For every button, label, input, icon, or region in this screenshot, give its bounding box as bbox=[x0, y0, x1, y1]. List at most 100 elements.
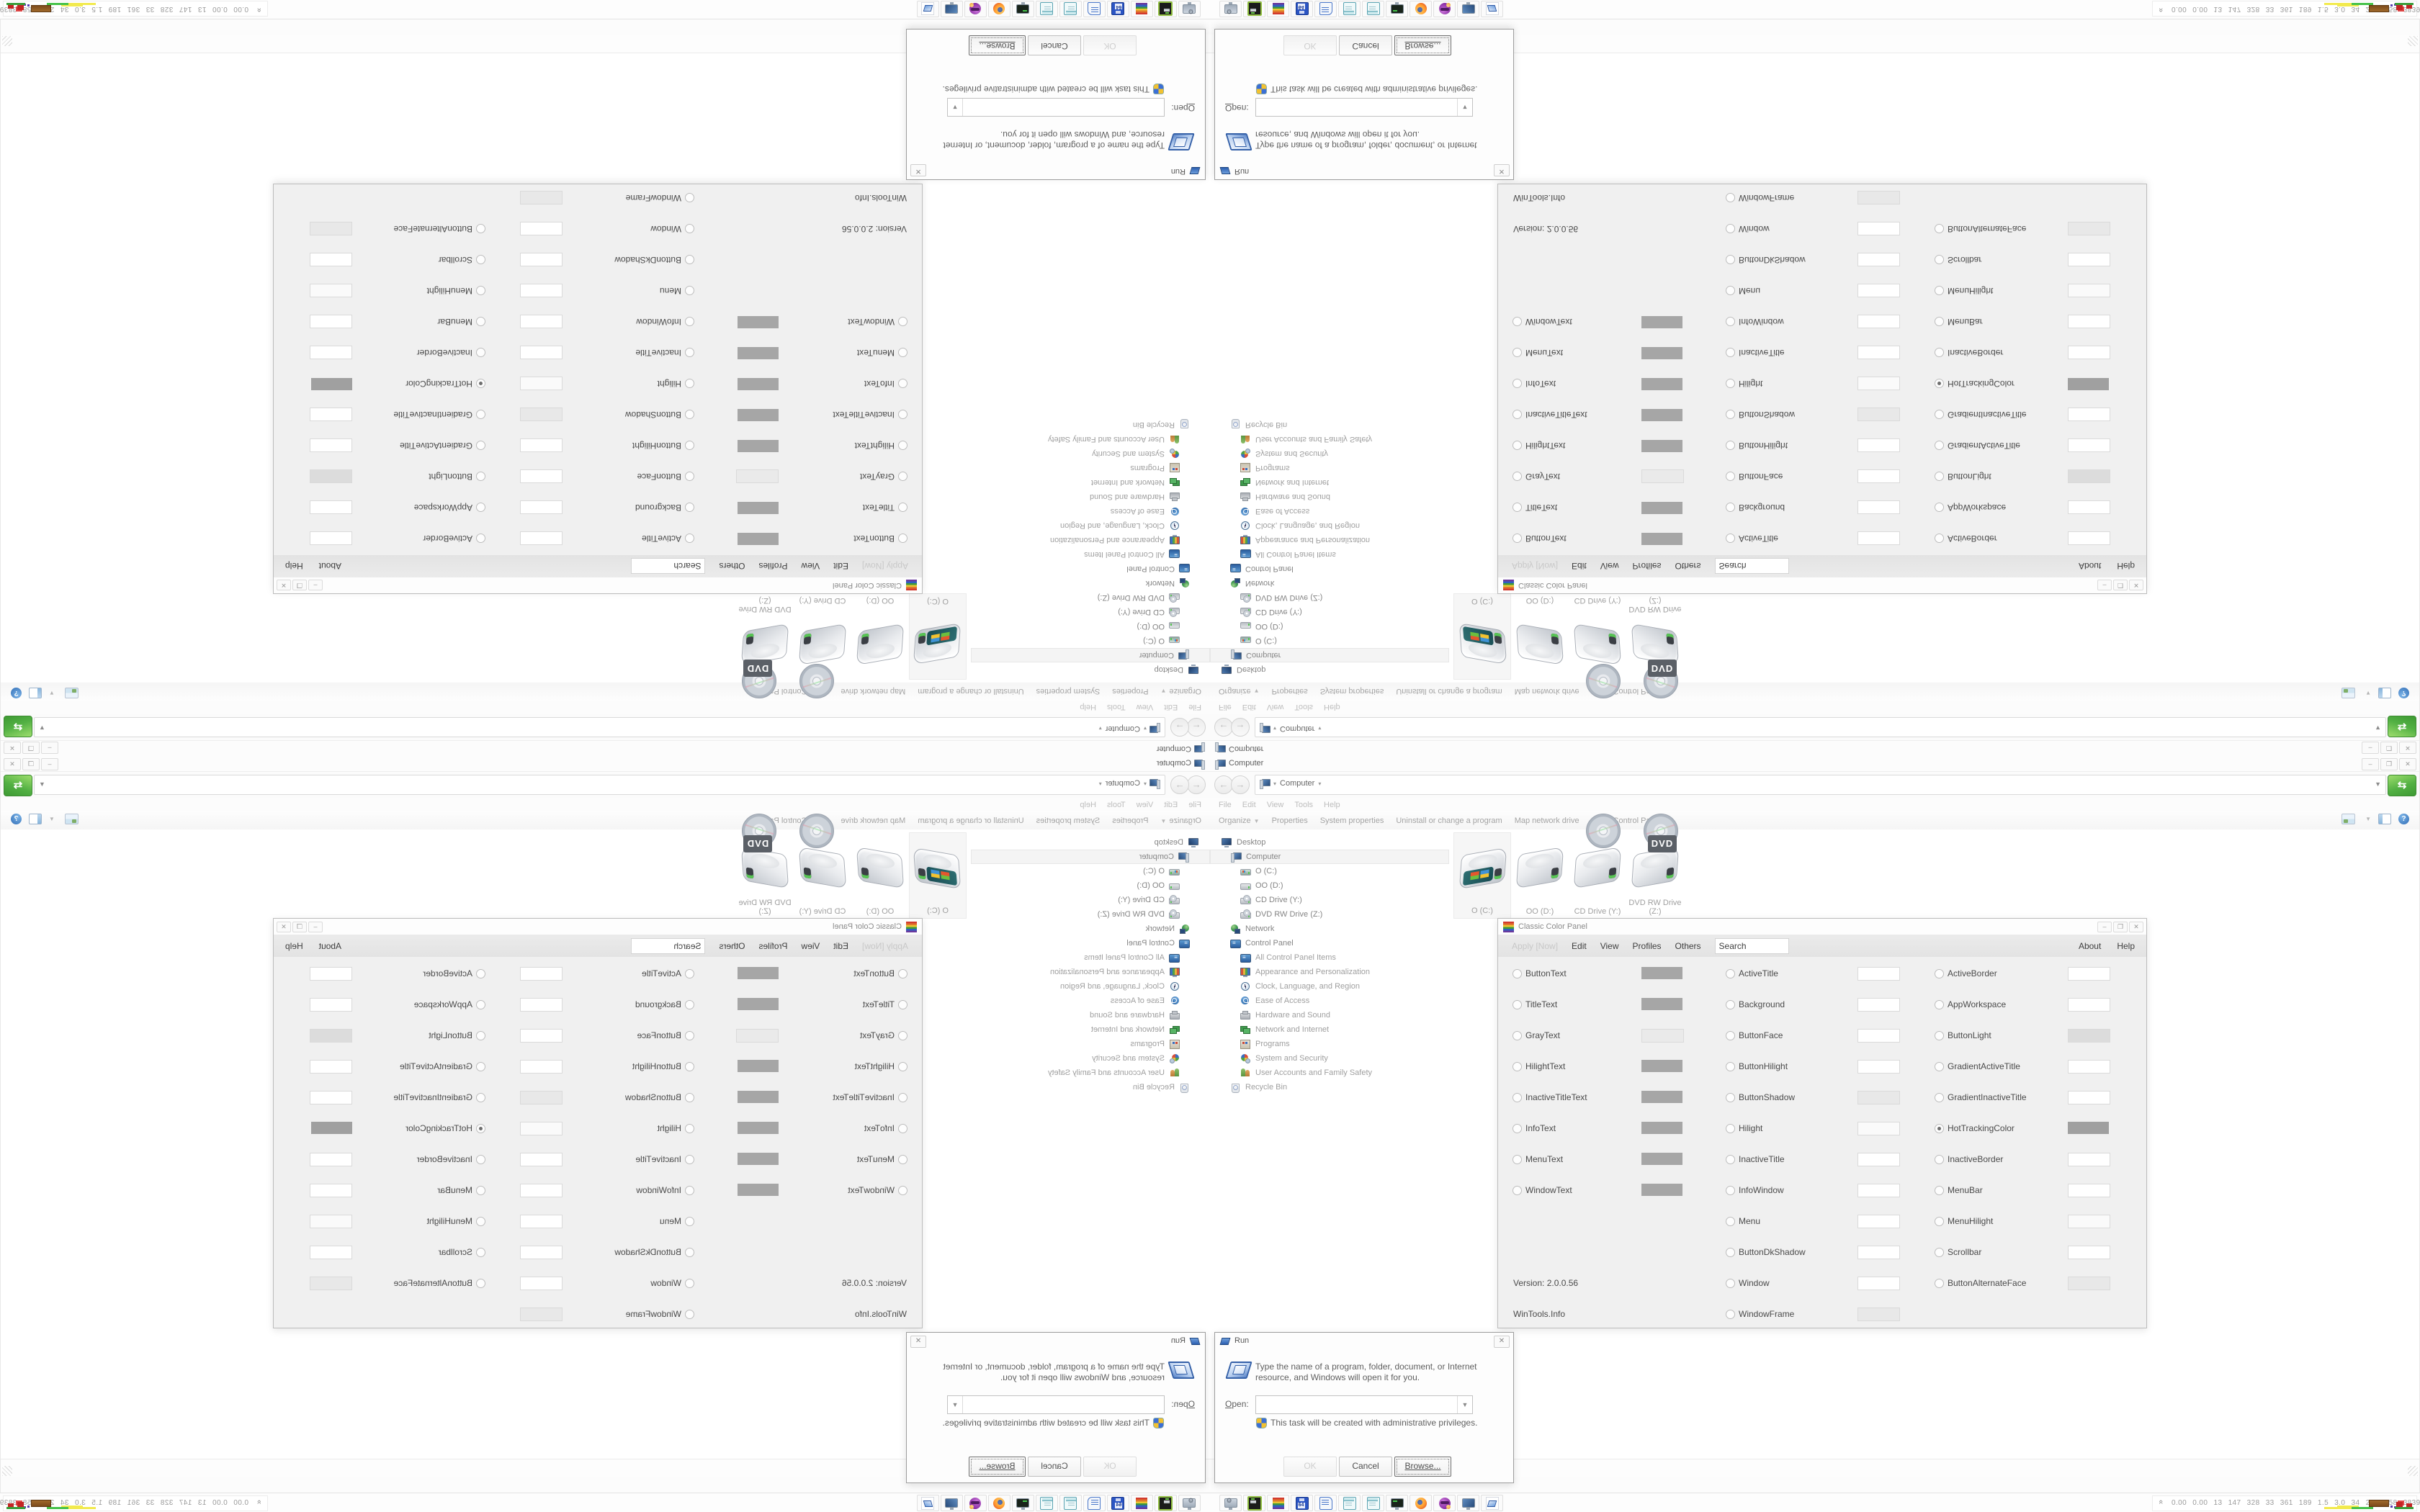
ccp-radio-background[interactable] bbox=[1726, 1000, 1735, 1009]
ccp-radio-hottrackingcolor[interactable] bbox=[1935, 379, 1944, 388]
views-thumbnail-icon[interactable] bbox=[64, 814, 79, 824]
taskbar-button-notepad[interactable] bbox=[1338, 1495, 1361, 1511]
taskbar-button-pc-terminal[interactable] bbox=[1012, 1495, 1034, 1511]
ccp-menu-others[interactable]: Others bbox=[1675, 940, 1701, 951]
ccp-vendor-link[interactable]: WinTools.Info bbox=[854, 1309, 907, 1319]
ccp-radio-buttondkshadow[interactable] bbox=[1726, 255, 1735, 264]
nav-item-clock-language-and-region[interactable]: Clock, Language, and Region bbox=[971, 979, 1210, 994]
ccp-swatch-appworkspace[interactable] bbox=[2068, 998, 2110, 1012]
minimize-button[interactable]: – bbox=[2097, 580, 2112, 590]
ccp-radio-window[interactable] bbox=[685, 224, 694, 233]
menu-help[interactable]: Help bbox=[1324, 703, 1340, 711]
menu-tools[interactable]: Tools bbox=[1294, 801, 1314, 809]
ccp-radio-inactivetitletext[interactable] bbox=[898, 1093, 908, 1102]
toolbar-organize[interactable]: Organize▼ bbox=[1219, 816, 1260, 825]
taskbar-button-my-computer[interactable] bbox=[1457, 1, 1479, 17]
address-bar[interactable]: ▾ Computer ▾ ▼ bbox=[1255, 717, 2386, 737]
taskbar-button-system-monitor[interactable] bbox=[1178, 1495, 1201, 1511]
ccp-radio-hottrackingcolor[interactable] bbox=[1935, 1124, 1944, 1133]
ccp-radio-hottrackingcolor[interactable] bbox=[476, 379, 485, 388]
ccp-swatch-buttontext[interactable] bbox=[738, 533, 779, 545]
ccp-radio-gradientinactivetitle[interactable] bbox=[476, 1093, 485, 1102]
ccp-swatch-menu[interactable] bbox=[1857, 284, 1900, 297]
taskbar-button-my-computer[interactable] bbox=[941, 1, 963, 17]
ccp-radio-activeborder[interactable] bbox=[476, 969, 485, 978]
ccp-radio-appworkspace[interactable] bbox=[1935, 503, 1944, 512]
chevron-down-icon[interactable]: ▾ bbox=[1098, 780, 1102, 787]
ccp-radio-graytext[interactable] bbox=[1512, 1031, 1522, 1040]
ccp-radio-background[interactable] bbox=[685, 1000, 694, 1009]
ccp-swatch-gradientinactivetitle[interactable] bbox=[2068, 408, 2110, 421]
breadcrumb[interactable]: Computer bbox=[1280, 724, 1315, 733]
show-hidden-icons-chevron[interactable]: « bbox=[254, 7, 264, 13]
help-icon[interactable]: ? bbox=[11, 814, 22, 824]
ccp-swatch-activeborder[interactable] bbox=[2068, 967, 2110, 981]
toolbar-organize[interactable]: Organize▼ bbox=[1219, 687, 1260, 696]
ccp-radio-menu[interactable] bbox=[685, 1217, 694, 1226]
ccp-swatch-appworkspace[interactable] bbox=[2068, 500, 2110, 514]
toolbar-map-network-drive[interactable]: Map network drive bbox=[1514, 816, 1579, 825]
nav-item-oo-d-[interactable]: OO (D:) bbox=[971, 878, 1210, 893]
drive-tile-dvd-rw-drive-z-[interactable]: DVD DVD RW Drive (Z:) bbox=[1626, 593, 1684, 698]
nav-item-dvd-rw-drive-z-[interactable]: DVD RW Drive (Z:) bbox=[971, 590, 1210, 605]
ccp-swatch-gradientactivetitle[interactable] bbox=[310, 1060, 352, 1074]
ccp-search-input[interactable]: Search bbox=[1714, 937, 1789, 954]
taskbar-button-system-monitor[interactable] bbox=[1178, 1, 1201, 17]
ok-button[interactable]: OK bbox=[1283, 35, 1337, 55]
forward-button[interactable]: → bbox=[1231, 718, 1250, 737]
taskbar-button-notepad[interactable] bbox=[1059, 1, 1082, 17]
toolbar-uninstall-program[interactable]: Uninstall or change a program bbox=[918, 687, 1024, 696]
ccp-menu-others[interactable]: Others bbox=[719, 561, 745, 572]
ccp-radio-hilighttext[interactable] bbox=[1512, 441, 1522, 450]
cancel-button[interactable]: Cancel bbox=[1339, 35, 1392, 55]
ccp-radio-buttontext[interactable] bbox=[898, 969, 908, 978]
nav-item-system-and-security[interactable]: System and Security bbox=[971, 1051, 1210, 1066]
ccp-radio-buttonhilight[interactable] bbox=[685, 441, 694, 450]
minimize-button[interactable]: – bbox=[308, 580, 323, 590]
nav-item-all-control-panel-items[interactable]: All Control Panel Items bbox=[1210, 547, 1449, 562]
taskbar-button-classic-color-panel[interactable] bbox=[1131, 1495, 1153, 1511]
ccp-swatch-buttonhilight[interactable] bbox=[1857, 438, 1900, 452]
ccp-swatch-gradientinactivetitle[interactable] bbox=[310, 1091, 352, 1104]
ccp-radio-infotext[interactable] bbox=[1512, 379, 1522, 388]
ccp-menu-view[interactable]: View bbox=[1600, 940, 1619, 951]
chevron-down-icon[interactable]: ▼ bbox=[2365, 690, 2371, 696]
ccp-radio-buttontext[interactable] bbox=[1512, 534, 1522, 543]
open-combobox[interactable]: ▼ bbox=[947, 98, 1165, 117]
ccp-menu-about[interactable]: About bbox=[2078, 940, 2102, 951]
ccp-menu-help[interactable]: Help bbox=[2117, 940, 2135, 951]
ccp-swatch-infotext[interactable] bbox=[738, 1122, 779, 1134]
nav-item-oo-d-[interactable]: OO (D:) bbox=[971, 619, 1210, 634]
toolbar-organize[interactable]: Organize▼ bbox=[1160, 816, 1201, 825]
ccp-swatch-hilighttext[interactable] bbox=[1641, 440, 1682, 452]
ccp-swatch-menu[interactable] bbox=[1857, 1215, 1900, 1228]
close-icon[interactable]: ✕ bbox=[910, 164, 926, 176]
ccp-radio-gradientactivetitle[interactable] bbox=[1935, 1062, 1944, 1071]
taskbar-button-classic-color-panel[interactable] bbox=[1267, 1495, 1289, 1511]
ccp-radio-activeborder[interactable] bbox=[476, 534, 485, 543]
ccp-swatch-buttonface[interactable] bbox=[520, 1029, 563, 1043]
ccp-swatch-buttonlight[interactable] bbox=[2068, 1029, 2110, 1043]
taskbar-button-system-monitor[interactable] bbox=[1219, 1, 1242, 17]
nav-item-cd-drive-y-[interactable]: CD Drive (Y:) bbox=[971, 605, 1210, 619]
ccp-radio-window[interactable] bbox=[1726, 224, 1735, 233]
ccp-swatch-menuhilight[interactable] bbox=[2068, 1215, 2110, 1228]
open-combobox[interactable]: ▼ bbox=[947, 1395, 1165, 1414]
ccp-swatch-background[interactable] bbox=[520, 500, 563, 514]
close-button[interactable]: ✕ bbox=[2399, 758, 2416, 770]
back-button[interactable]: ← bbox=[1187, 775, 1206, 794]
nav-item-network[interactable]: Network bbox=[971, 576, 1210, 590]
ccp-swatch-buttonalternateface[interactable] bbox=[310, 1277, 352, 1290]
ccp-swatch-background[interactable] bbox=[1857, 500, 1900, 514]
close-button[interactable]: ✕ bbox=[4, 742, 21, 754]
restore-button[interactable]: ❐ bbox=[22, 742, 40, 754]
ccp-swatch-buttonlight[interactable] bbox=[310, 469, 352, 483]
preview-pane-icon[interactable] bbox=[2378, 814, 2391, 824]
ccp-radio-inactiveborder[interactable] bbox=[1935, 1155, 1944, 1164]
ccp-radio-windowtext[interactable] bbox=[1512, 1186, 1522, 1195]
ccp-vendor-link[interactable]: WinTools.Info bbox=[1513, 193, 1566, 203]
ccp-swatch-scrollbar[interactable] bbox=[310, 1246, 352, 1259]
taskbar-button-floppy64[interactable] bbox=[1291, 1, 1313, 17]
nav-item-network-and-internet[interactable]: Network and Internet bbox=[1210, 1022, 1449, 1037]
browse-button[interactable]: Browse... bbox=[1394, 35, 1451, 55]
